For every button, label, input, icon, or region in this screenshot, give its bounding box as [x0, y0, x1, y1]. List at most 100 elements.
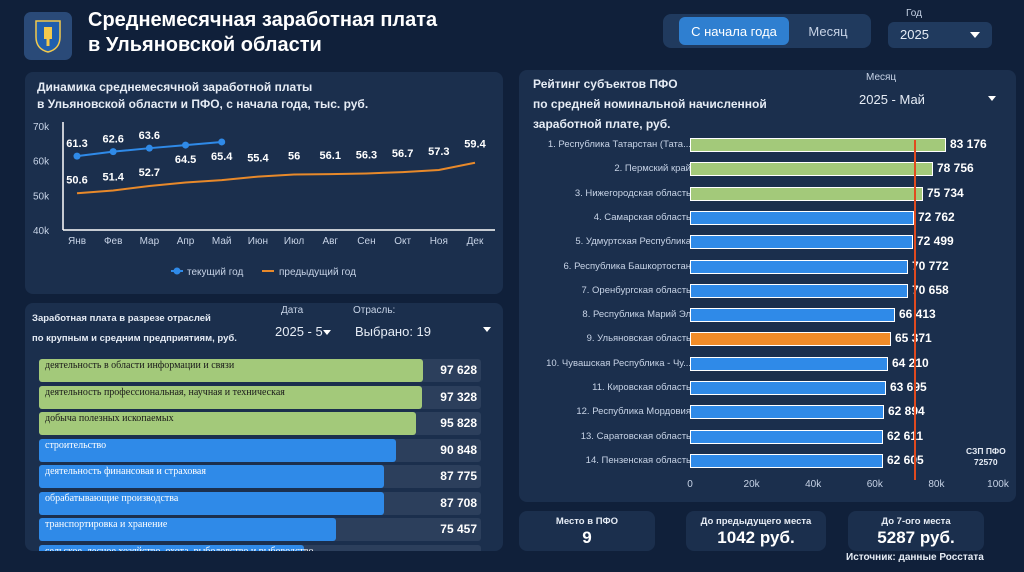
page-title-line2: в Ульяновской области — [88, 34, 322, 56]
region-name: 6. Республика Башкортостан — [563, 260, 691, 272]
legend-previous-label: предыдущий год — [279, 267, 356, 278]
salary-dynamics-panel: Динамика среднемесячной заработной платы… — [25, 72, 503, 294]
date-filter-select[interactable]: 2025 - 5 — [275, 324, 323, 339]
page-title-line1: Среднемесячная заработная плата — [88, 9, 438, 31]
x-axis-tick-label: Окт — [394, 236, 411, 247]
industry-row[interactable]: транспортировка и хранение 75 457 — [39, 518, 481, 541]
region-value: 62 611 — [887, 428, 924, 443]
region-bar[interactable] — [690, 453, 883, 468]
region-bar[interactable] — [690, 138, 946, 152]
previous-year-line — [76, 161, 476, 195]
region-value: 70 772 — [912, 258, 949, 273]
pfo-rating-panel: Рейтинг субъектов ПФО по средней номинал… — [519, 70, 1016, 502]
region-name: 9. Ульяновская область — [586, 333, 691, 345]
chevron-down-icon[interactable] — [483, 327, 491, 332]
industry-salary-title: Заработная плата в разрезе отраслей по к… — [32, 309, 272, 349]
data-source-note: Источник: данные Росстата — [846, 552, 984, 563]
region-name: 3. Нижегородская область — [574, 187, 691, 199]
region-bar[interactable] — [690, 210, 914, 225]
region-value: 66 413 — [899, 307, 936, 322]
chevron-down-icon[interactable] — [323, 330, 331, 335]
chevron-down-icon — [970, 32, 980, 38]
industry-row[interactable]: обрабатывающие производства 87 708 — [39, 491, 481, 515]
pfo-average-reference-line — [914, 140, 916, 480]
month-filter-select[interactable]: 2025 - Май — [859, 92, 925, 107]
x-axis-tick-label: 60k — [866, 479, 883, 490]
x-axis-tick-label: Сен — [357, 236, 375, 247]
industry-value: 97 628 — [440, 363, 477, 377]
region-bar[interactable] — [690, 259, 908, 274]
region-value: 62 894 — [888, 404, 925, 419]
kpi-place-card: Место в ПФО 9 — [519, 511, 655, 551]
region-bar[interactable] — [690, 162, 933, 177]
region-bar[interactable] — [690, 381, 886, 395]
previous-year-data-label: 56.7 — [392, 148, 413, 160]
region-bar[interactable] — [690, 186, 923, 201]
region-bar[interactable] — [690, 429, 883, 444]
y-axis-tick-label: 50k — [33, 191, 50, 202]
current-year-point — [218, 138, 226, 146]
current-year-data-label: 61.3 — [66, 138, 87, 150]
x-axis-tick-label: Янв — [68, 236, 86, 247]
date-filter-label: Дата — [281, 305, 304, 316]
region-value: 78 756 — [937, 161, 974, 176]
region-bar[interactable] — [690, 356, 888, 371]
industry-name: строительство — [45, 439, 107, 451]
region-name: 10. Чувашская Республика - Чу... — [546, 357, 691, 369]
region-value: 62 605 — [887, 452, 924, 467]
region-bar[interactable] — [690, 405, 884, 420]
previous-year-data-label: 51.4 — [102, 171, 124, 183]
current-year-point — [145, 144, 153, 152]
region-name: 2. Пермский край — [614, 163, 691, 175]
region-name: 12. Республика Мордовия — [576, 406, 691, 418]
industry-row[interactable]: деятельность финансовая и страховая 87 77… — [39, 465, 481, 488]
kpi-seventh-place-label: До 7-ого места — [881, 516, 951, 527]
coat-of-arms-icon — [35, 20, 61, 53]
industry-bar — [39, 518, 336, 541]
toggle-month-button[interactable]: Месяц — [808, 23, 848, 39]
x-axis-tick-label: Май — [212, 236, 232, 247]
pfo-rating-title-line1: Рейтинг субъектов ПФО — [533, 77, 678, 91]
industry-bar — [39, 385, 422, 409]
industry-name: деятельность финансовая и страховая — [45, 466, 206, 477]
industry-row[interactable]: деятельность профессиональная, научная и… — [39, 385, 481, 409]
region-bar[interactable] — [690, 332, 891, 347]
region-name: 13. Саратовская область — [580, 430, 691, 442]
year-select-value: 2025 — [900, 27, 929, 42]
pfo-average-value: 72570 — [974, 457, 998, 467]
region-bar[interactable] — [690, 283, 908, 298]
industry-row[interactable]: деятельность в области информации и связ… — [39, 359, 481, 382]
toggle-ytd-button[interactable]: С начала года — [679, 17, 789, 45]
current-year-point — [73, 152, 81, 160]
x-axis-tick-label: Дек — [467, 236, 484, 247]
previous-year-data-label: 56.3 — [356, 149, 377, 161]
legend-current-marker — [173, 267, 181, 275]
industry-value: 87 775 — [440, 469, 477, 483]
region-name: 11. Кировская область — [592, 382, 691, 393]
region-bar[interactable] — [690, 308, 895, 323]
industry-name: добыча полезных ископаемых — [45, 413, 174, 424]
region-bar[interactable] — [690, 235, 913, 250]
year-select[interactable]: 2025 — [888, 22, 992, 48]
sector-filter-select[interactable]: Выбрано: 19 — [355, 324, 432, 339]
chevron-down-icon[interactable] — [988, 96, 996, 101]
coat-of-arms-logo — [24, 12, 72, 60]
salary-dynamics-title: Динамика среднемесячной заработной платы… — [37, 79, 477, 113]
industry-salary-title-line1: Заработная плата в разрезе отраслей — [32, 313, 211, 324]
x-axis-tick-label: Фев — [104, 236, 122, 247]
sector-filter-label: Отрасль: — [353, 305, 396, 316]
industry-row[interactable]: строительство 90 848 — [39, 438, 481, 462]
industry-bar — [39, 465, 384, 488]
previous-year-data-label: 52.7 — [139, 167, 160, 179]
region-name: 5. Удмуртская Республика — [575, 236, 691, 248]
previous-year-data-label: 55.4 — [247, 153, 269, 165]
industry-row[interactable]: добыча полезных ископаемых 95 828 — [39, 412, 481, 435]
kpi-prev-place-label: До предыдущего места — [700, 516, 812, 527]
y-axis-tick-label: 70k — [33, 122, 50, 133]
year-label: Год — [906, 8, 922, 19]
region-name: 14. Пензенская область — [585, 454, 691, 466]
previous-year-data-label: 59.4 — [464, 139, 486, 151]
industry-row[interactable]: сельское, лесное хозяйство, охота, рыбол… — [39, 544, 481, 552]
industry-name: сельское, лесное хозяйство, охота, рыбол… — [45, 545, 314, 552]
y-axis-tick-label: 40k — [33, 226, 50, 237]
